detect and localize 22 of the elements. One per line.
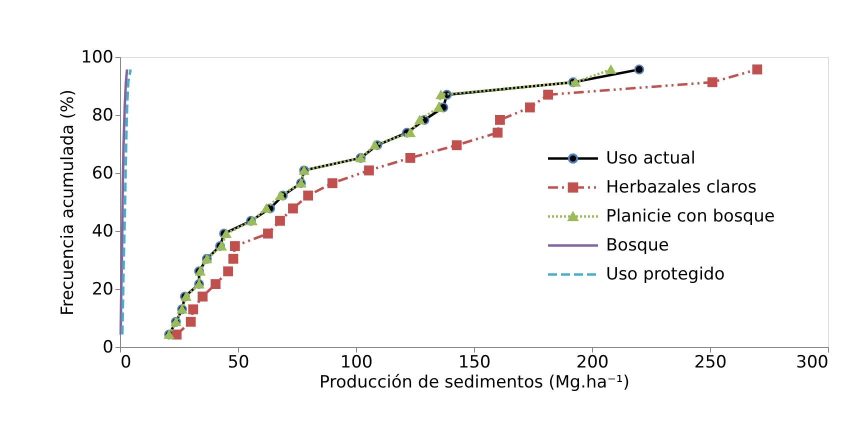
legend-label: Uso protegido: [606, 264, 725, 284]
y-tick-label: 40: [92, 222, 114, 242]
x-tick-label: 100: [340, 352, 373, 372]
y-tick-label: 60: [92, 164, 114, 184]
x-tick-label: 150: [458, 352, 491, 372]
x-tick-label: 200: [576, 352, 609, 372]
x-tick-label: 250: [694, 352, 727, 372]
legend-label: Uso actual: [606, 148, 696, 168]
legend-label: Herbazales claros: [606, 178, 757, 198]
y-tick-label: 100: [81, 48, 114, 68]
y-axis-title: Frecuencia acumulada (%): [58, 90, 78, 316]
y-tick-label: 20: [92, 280, 114, 300]
x-tick-label: 0: [120, 352, 132, 372]
y-tick-label: 80: [92, 106, 114, 126]
x-tick-label: 50: [228, 352, 250, 372]
legend-label: Planicie con bosque: [606, 206, 775, 226]
legend-label: Bosque: [606, 236, 669, 256]
y-tick-label: 0: [102, 338, 114, 358]
x-tick-label: 300: [796, 352, 828, 372]
x-axis-title: Producción de sedimentos (Mg.ha⁻¹): [319, 372, 630, 392]
line-series: [119, 68, 128, 336]
line-series: [121, 68, 132, 336]
